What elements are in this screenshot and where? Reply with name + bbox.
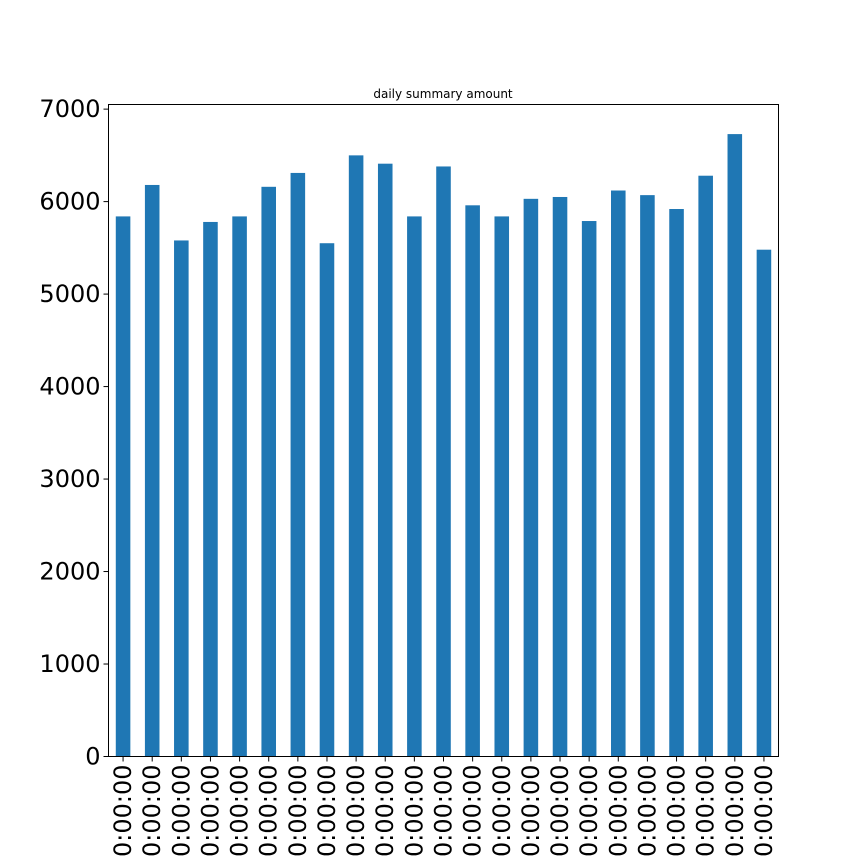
y-axis: 0 1000 2000 3000 4000 5000 6000 7000 (39, 95, 109, 771)
bar (669, 209, 684, 757)
x-tick-label: 0:00:00 (721, 765, 749, 858)
x-tick-label: 0:00:00 (284, 765, 312, 858)
x-tick-label: 0:00:00 (692, 765, 720, 858)
x-tick-label: 0:00:00 (604, 765, 632, 858)
y-tick-label: 7000 (39, 95, 100, 123)
bar (756, 249, 772, 757)
bar (144, 184, 160, 757)
bar (698, 175, 713, 757)
x-tick-label: 0:00:00 (400, 765, 428, 858)
x-tick-label: 0:00:00 (196, 765, 224, 858)
x-tick-label: 0:00:00 (109, 765, 137, 858)
bar (261, 186, 276, 757)
x-tick-label: 0:00:00 (313, 765, 341, 858)
x-tick-label: 0:00:00 (750, 765, 778, 858)
bar (319, 243, 335, 757)
bar (348, 155, 364, 757)
x-axis: 0:00:00 0:00:00 0:00:00 0:00:00 0:00:00 0:00:… (109, 756, 778, 858)
x-tick-label: 0:00:00 (371, 765, 399, 858)
bar (465, 205, 480, 757)
x-tick-label: 0:00:00 (546, 765, 574, 858)
bar (552, 196, 568, 757)
y-tick-label: 4000 (39, 373, 100, 401)
bar (290, 172, 306, 757)
bar (115, 216, 131, 757)
x-tick-label: 0:00:00 (488, 765, 516, 858)
bar (436, 166, 451, 757)
bar (377, 163, 393, 757)
x-tick-label: 0:00:00 (633, 765, 661, 858)
x-tick-label: 0:00:00 (255, 765, 283, 858)
bar (407, 216, 422, 757)
bar (581, 221, 597, 757)
bar-series (115, 134, 772, 757)
x-tick-label: 0:00:00 (430, 765, 458, 858)
bar (611, 190, 626, 757)
y-tick-label: 3000 (39, 465, 100, 493)
y-tick-label: 6000 (39, 188, 100, 216)
bar (727, 134, 743, 757)
bar (174, 240, 189, 757)
plot-area-frame (108, 104, 779, 757)
x-tick-label: 0:00:00 (226, 765, 254, 858)
x-tick-label: 0:00:00 (517, 765, 545, 858)
x-tick-label: 0:00:00 (138, 765, 166, 858)
x-tick-label: 0:00:00 (459, 765, 487, 858)
bar (494, 216, 510, 757)
y-tick-label: 0 (85, 743, 100, 771)
bar (640, 195, 655, 757)
y-tick-label: 5000 (39, 280, 100, 308)
y-tick-label: 2000 (39, 558, 100, 586)
bar (523, 198, 539, 757)
chart-title: daily summary amount (373, 87, 513, 101)
bar (203, 221, 218, 757)
bar (232, 216, 247, 757)
y-tick-label: 1000 (39, 650, 100, 678)
x-tick-label: 0:00:00 (663, 765, 691, 858)
x-tick-label: 0:00:00 (342, 765, 370, 858)
x-tick-label: 0:00:00 (167, 765, 195, 858)
x-tick-label: 0:00:00 (575, 765, 603, 858)
